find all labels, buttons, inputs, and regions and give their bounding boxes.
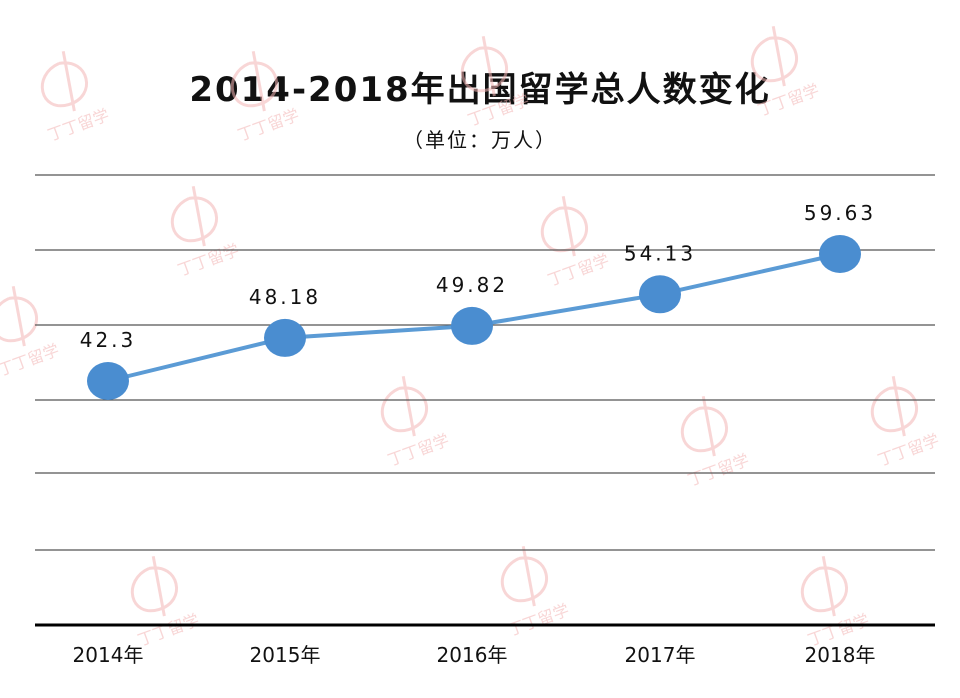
x-tick-label: 2015年 (250, 643, 321, 667)
watermark-text: 丁丁留学 (505, 600, 572, 640)
watermark-logo: 丁丁留学 (380, 375, 452, 470)
watermark-logo: 丁丁留学 (40, 50, 112, 145)
data-point (639, 275, 681, 314)
watermark-text: 丁丁留学 (755, 80, 822, 120)
watermark-text: 丁丁留学 (0, 340, 62, 380)
data-label: 48.18 (249, 285, 321, 309)
data-point (819, 235, 861, 273)
x-tick-label: 2018年 (805, 643, 876, 667)
watermark-logo: 丁丁留学 (0, 285, 62, 380)
watermark-logo: 丁丁留学 (870, 375, 942, 470)
watermark-text: 丁丁留学 (235, 105, 302, 145)
x-tick-label: 2017年 (625, 643, 696, 667)
watermark-logo: 丁丁留学 (680, 395, 752, 490)
x-tick-label: 2016年 (437, 643, 508, 667)
watermark-text: 丁丁留学 (45, 105, 112, 145)
watermark-logo: 丁丁留学 (130, 555, 202, 650)
watermark-logo: 丁丁留学 (170, 185, 242, 280)
watermark-logo: 丁丁留学 (230, 50, 302, 145)
watermark-logo: 丁丁留学 (800, 555, 872, 650)
x-tick-label: 2014年 (73, 643, 144, 667)
data-label: 59.63 (804, 201, 876, 225)
watermark-text: 丁丁留学 (135, 610, 202, 650)
watermark-text: 丁丁留学 (875, 430, 942, 470)
watermark-text: 丁丁留学 (465, 90, 532, 130)
chart-subtitle: （单位：万人） (403, 128, 557, 152)
watermark-text: 丁丁留学 (175, 240, 242, 280)
data-point (87, 362, 129, 400)
watermark-logo: 丁丁留学 (540, 195, 612, 290)
watermark-logo: 丁丁留学 (460, 35, 532, 130)
data-point (264, 318, 306, 357)
data-label: 54.13 (624, 241, 696, 265)
data-label: 42.3 (80, 328, 137, 352)
data-label: 49.82 (436, 273, 508, 297)
watermark-text: 丁丁留学 (545, 250, 612, 290)
watermark-text: 丁丁留学 (385, 430, 452, 470)
watermark-text: 丁丁留学 (685, 450, 752, 490)
watermark-logo: 丁丁留学 (750, 25, 822, 120)
data-point (451, 306, 493, 345)
